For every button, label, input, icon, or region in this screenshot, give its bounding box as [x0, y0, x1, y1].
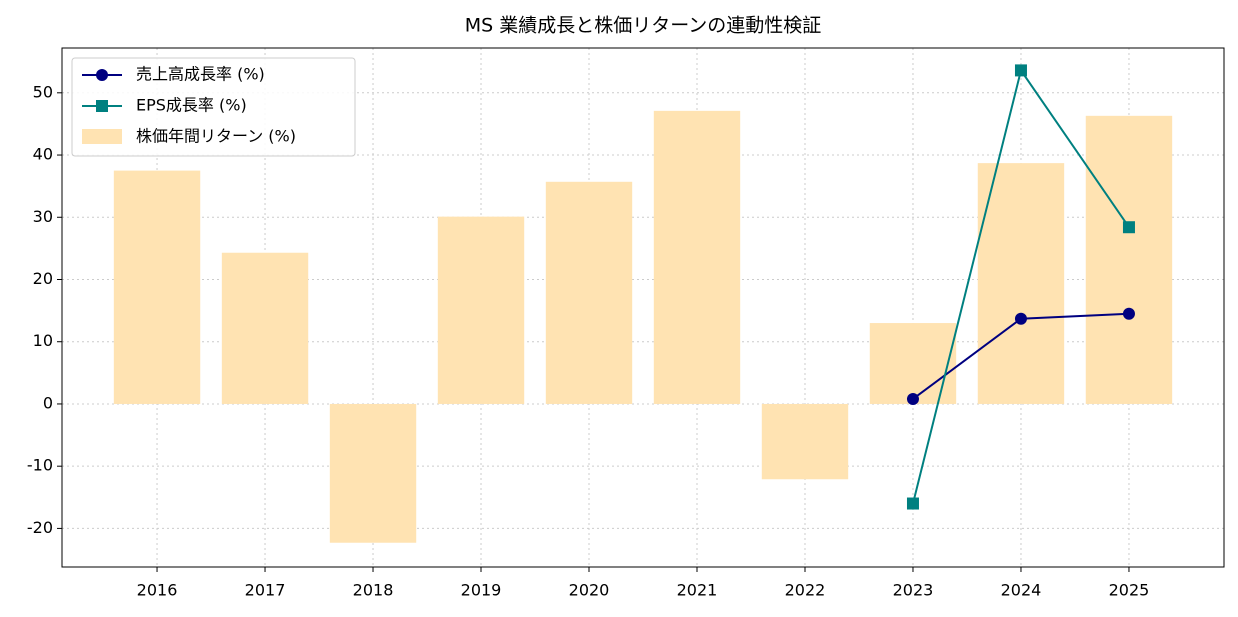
bar	[545, 181, 633, 404]
x-tick-label: 2022	[785, 581, 826, 600]
plot-frame	[61, 47, 1225, 568]
marker	[1122, 221, 1135, 234]
bar	[653, 110, 741, 404]
x-tick-label: 2016	[137, 581, 178, 600]
x-tick-label: 2018	[353, 581, 394, 600]
bar	[329, 403, 417, 543]
legend-label: 売上高成長率 (%)	[136, 65, 265, 84]
marker	[96, 100, 108, 112]
bar	[221, 252, 309, 404]
x-tick-label: 2019	[461, 581, 502, 600]
legend-label: 株価年間リターン (%)	[136, 127, 296, 146]
y-tick-label: -10	[27, 456, 53, 475]
marker	[906, 497, 919, 510]
bar	[1085, 115, 1173, 404]
marker	[96, 69, 108, 81]
legend-swatch	[82, 129, 122, 144]
y-tick-label: 0	[43, 393, 53, 412]
bar	[869, 323, 957, 404]
legend-box	[71, 57, 356, 157]
bar	[761, 403, 849, 480]
y-tick-label: 40	[33, 145, 53, 164]
bar	[437, 216, 525, 404]
marker	[1014, 64, 1027, 77]
bar	[977, 163, 1065, 404]
x-tick-label: 2023	[893, 581, 934, 600]
x-tick-label: 2025	[1109, 581, 1150, 600]
y-tick-label: 10	[33, 331, 53, 350]
x-tick-label: 2017	[245, 581, 286, 600]
y-tick-label: -20	[27, 518, 53, 537]
y-tick-label: 30	[33, 207, 53, 226]
x-tick-label: 2024	[1001, 581, 1042, 600]
x-tick-label: 2020	[569, 581, 610, 600]
legend-label: EPS成長率 (%)	[136, 96, 247, 115]
y-tick-label: 20	[33, 269, 53, 288]
y-tick-label: 50	[33, 82, 53, 101]
marker	[1014, 312, 1027, 325]
chart-title: MS 業績成長と株価リターンの連動性検証	[465, 15, 822, 37]
x-tick-label: 2021	[677, 581, 718, 600]
marker	[906, 392, 919, 405]
bar	[113, 170, 201, 404]
marker	[1122, 307, 1135, 320]
